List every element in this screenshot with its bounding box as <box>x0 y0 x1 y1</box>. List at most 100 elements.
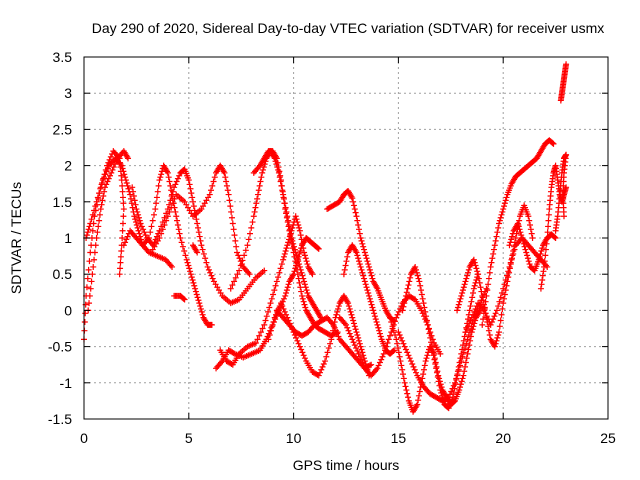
data-point <box>467 317 474 324</box>
data-point <box>359 349 366 356</box>
data-point <box>331 318 338 325</box>
data-point <box>521 243 528 250</box>
data-point <box>520 240 527 247</box>
data-point <box>283 210 290 217</box>
data-point <box>353 329 360 336</box>
data-point <box>494 334 501 341</box>
data-point <box>467 327 474 334</box>
data-point <box>91 256 98 263</box>
data-point <box>182 252 189 259</box>
data-point <box>364 287 371 294</box>
data-point <box>285 223 292 230</box>
data-point <box>298 269 305 276</box>
data-point <box>262 317 269 324</box>
data-point <box>86 258 93 265</box>
data-point <box>472 305 479 312</box>
data-point <box>374 321 381 328</box>
data-point <box>458 378 465 385</box>
data-point <box>472 262 479 269</box>
data-point <box>369 304 376 311</box>
data-point <box>156 235 163 241</box>
data-point <box>106 172 113 179</box>
data-point <box>302 304 309 311</box>
data-point <box>363 255 370 262</box>
data-point <box>231 232 238 239</box>
series-arc-z <box>552 151 570 234</box>
data-point <box>91 249 98 256</box>
data-point <box>454 371 461 378</box>
data-point <box>252 339 259 346</box>
data-point <box>116 271 123 278</box>
data-point <box>405 352 412 359</box>
data-point <box>361 275 368 282</box>
data-point <box>232 237 239 244</box>
y-tick-label: 2 <box>64 158 72 174</box>
y-tick-label: 1.5 <box>53 194 73 210</box>
data-point <box>358 346 365 353</box>
data-point <box>187 185 194 192</box>
data-point <box>304 290 311 297</box>
data-point <box>119 188 126 195</box>
data-point <box>235 252 242 259</box>
data-point <box>209 182 216 189</box>
data-point <box>296 227 303 234</box>
data-point <box>417 282 424 289</box>
series-arc-spike <box>557 61 570 104</box>
data-point <box>297 232 304 239</box>
data-point <box>354 332 361 339</box>
data-point <box>545 211 552 218</box>
data-point <box>544 229 551 236</box>
data-point <box>372 316 379 323</box>
data-point <box>232 274 239 281</box>
data-point <box>496 298 503 305</box>
data-point <box>269 323 276 330</box>
series-arc-f <box>148 162 253 278</box>
data-point <box>505 268 512 275</box>
data-point <box>354 217 361 224</box>
data-point <box>277 172 284 179</box>
data-point <box>223 182 230 189</box>
data-point <box>423 355 430 362</box>
x-tick-label: 25 <box>600 430 616 446</box>
data-point <box>193 291 200 298</box>
data-point <box>538 281 545 288</box>
data-point <box>104 165 111 172</box>
data-point <box>421 304 428 311</box>
data-point <box>462 329 469 336</box>
data-point <box>470 285 477 292</box>
data-point <box>465 332 472 339</box>
data-point <box>290 249 297 256</box>
data-point <box>482 298 489 305</box>
data-point <box>380 350 387 357</box>
data-point <box>399 307 406 314</box>
data-point <box>120 242 127 249</box>
data-point <box>542 252 549 259</box>
data-point <box>293 262 300 269</box>
data-point <box>376 330 383 337</box>
data-point <box>415 397 422 404</box>
data-point <box>404 390 411 397</box>
data-point <box>354 252 361 259</box>
data-point <box>424 321 431 328</box>
data-point <box>429 347 436 354</box>
data-point <box>366 263 373 270</box>
data-point <box>286 320 293 327</box>
data-point <box>368 272 375 279</box>
data-point <box>325 345 332 352</box>
data-point <box>133 221 140 228</box>
data-point <box>353 213 360 220</box>
data-point <box>543 240 550 247</box>
data-point <box>448 388 455 395</box>
data-point <box>462 278 469 285</box>
series-arc-e <box>129 166 268 307</box>
data-point <box>461 281 468 288</box>
data-point <box>256 182 263 189</box>
data-point <box>516 226 523 233</box>
data-point <box>284 314 291 321</box>
data-point <box>527 221 534 228</box>
data-point <box>384 339 391 346</box>
data-point <box>328 336 335 343</box>
data-point <box>273 155 280 162</box>
data-point <box>421 362 428 369</box>
data-point <box>350 317 357 324</box>
